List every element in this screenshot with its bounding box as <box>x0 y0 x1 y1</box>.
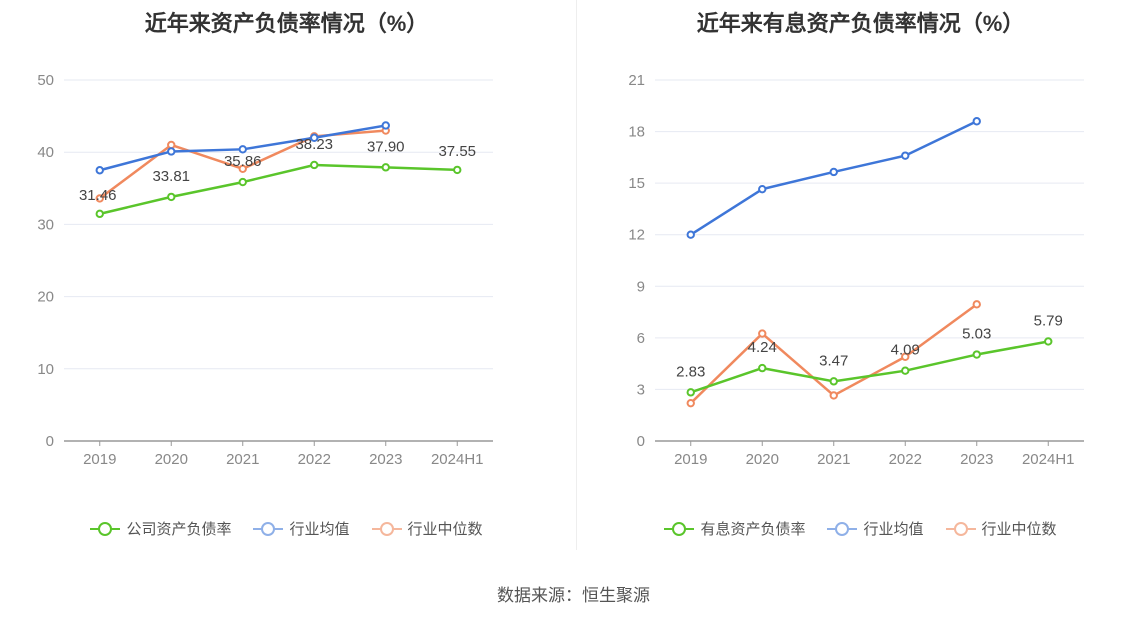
legend-label: 行业均值 <box>289 521 350 538</box>
left-chart-title: 近年来资产负债率情况（%） <box>144 11 429 36</box>
y-tick-label: 21 <box>628 72 645 89</box>
x-tick-label: 2023 <box>369 451 402 468</box>
legend-label: 有息资产负债率 <box>700 521 806 538</box>
left-chart-panel: 近年来资产负债率情况（%） 0 10 20 30 40 50 2019 2020 2021 202… <box>0 0 573 560</box>
y-tick-label: 18 <box>628 124 645 141</box>
y-tick-label: 6 <box>637 330 645 347</box>
data-point <box>829 167 838 177</box>
data-point <box>686 230 695 239</box>
legend-marker-median-icon <box>945 521 976 537</box>
data-label: 5.79 <box>1034 312 1063 329</box>
panel-divider <box>576 0 577 550</box>
data-label: 5.03 <box>962 326 991 343</box>
data-point <box>95 166 104 175</box>
data-point <box>901 352 910 361</box>
y-tick-label: 30 <box>37 216 54 233</box>
legend-item-industry-median[interactable]: 行业中位数 <box>945 518 1057 539</box>
legend-item-company[interactable]: 公司资产负债率 <box>90 518 231 539</box>
data-label: 37.90 <box>367 138 405 155</box>
data-point <box>686 388 695 397</box>
x-tick-label: 2020 <box>155 451 188 468</box>
data-point <box>167 140 176 150</box>
right-chart-svg: 0 3 6 9 12 15 18 21 2019 2020 2021 2022 2023 2024H1 2.… <box>628 72 1084 468</box>
data-point <box>901 151 910 160</box>
legend-marker-avg-icon <box>827 521 858 537</box>
y-tick-label: 0 <box>46 433 54 450</box>
right-legend: 有息资产负债率 行业均值 行业中位数 <box>574 518 1147 539</box>
data-point <box>972 350 981 359</box>
data-point <box>901 366 910 375</box>
x-tick-label: 2019 <box>83 451 116 468</box>
legend-label: 行业中位数 <box>981 521 1057 538</box>
data-point <box>1044 337 1053 346</box>
y-tick-label: 9 <box>637 278 645 295</box>
x-tick-label: 2019 <box>674 451 707 468</box>
right-chart-panel: 近年来有息资产负债率情况（%） 0 3 6 9 12 15 18 21 2019 2020 2021… <box>574 0 1147 560</box>
data-point <box>95 194 104 203</box>
series-line <box>690 340 1049 394</box>
data-label: 4.09 <box>891 342 920 359</box>
data-point <box>758 329 767 338</box>
x-tick-label: 2024H1 <box>431 451 484 468</box>
data-point <box>972 300 981 309</box>
left-chart-svg: 0 10 20 30 40 50 2019 2020 2021 2022 2023 2024H1 31.… <box>37 72 493 468</box>
x-tick-label: 2020 <box>746 451 779 468</box>
data-point <box>310 133 319 142</box>
data-label: 35.86 <box>224 153 262 170</box>
y-tick-label: 12 <box>628 227 645 244</box>
data-label: 31.46 <box>79 187 117 204</box>
data-label: 33.81 <box>152 168 190 185</box>
data-point <box>238 164 247 174</box>
y-tick-label: 3 <box>637 381 645 398</box>
legend-marker-company-icon <box>664 521 695 537</box>
y-tick-label: 20 <box>37 289 54 306</box>
data-point <box>381 121 390 130</box>
legend-label: 行业中位数 <box>407 521 483 538</box>
data-point <box>310 160 319 170</box>
series-line <box>690 120 978 236</box>
x-tick-label: 2024H1 <box>1022 451 1075 468</box>
legend-marker-company-icon <box>90 521 121 537</box>
data-point <box>829 391 838 400</box>
data-point <box>453 165 462 175</box>
data-label: 37.55 <box>438 143 476 160</box>
y-tick-label: 50 <box>37 72 54 89</box>
data-source-note: 数据来源：恒生聚源 <box>497 586 650 605</box>
data-label: 2.83 <box>676 363 705 380</box>
legend-item-industry-avg[interactable]: 行业均值 <box>827 518 924 539</box>
x-tick-label: 2021 <box>226 451 259 468</box>
data-point <box>829 377 838 386</box>
x-tick-label: 2021 <box>817 451 850 468</box>
legend-marker-median-icon <box>371 521 402 537</box>
data-point <box>167 192 176 202</box>
data-point <box>95 209 104 219</box>
legend-label: 公司资产负债率 <box>126 521 232 538</box>
y-tick-label: 15 <box>628 175 645 192</box>
data-point <box>758 363 767 373</box>
legend-label: 行业均值 <box>863 521 924 538</box>
data-point <box>238 145 247 154</box>
data-point <box>167 147 176 156</box>
data-point <box>381 163 390 172</box>
x-tick-label: 2022 <box>889 451 922 468</box>
right-chart-title: 近年来有息资产负债率情况（%） <box>696 11 1025 36</box>
data-point <box>686 398 695 408</box>
legend-item-industry-avg[interactable]: 行业均值 <box>253 518 350 539</box>
series-line <box>99 163 458 216</box>
x-tick-label: 2023 <box>960 451 993 468</box>
data-label: 4.24 <box>748 339 777 356</box>
x-tick-label: 2022 <box>298 451 331 468</box>
legend-item-industry-median[interactable]: 行业中位数 <box>371 518 483 539</box>
y-tick-label: 0 <box>637 433 645 450</box>
y-tick-label: 40 <box>37 144 54 161</box>
data-label: 3.47 <box>819 352 848 369</box>
legend-marker-avg-icon <box>253 521 284 537</box>
legend-item-interest-bearing[interactable]: 有息资产负债率 <box>664 518 805 539</box>
data-point <box>238 177 247 187</box>
data-point <box>972 117 981 126</box>
data-point <box>758 184 767 194</box>
y-tick-label: 10 <box>37 361 54 378</box>
data-label: 38.23 <box>295 136 333 153</box>
left-legend: 公司资产负债率 行业均值 行业中位数 <box>0 518 573 539</box>
